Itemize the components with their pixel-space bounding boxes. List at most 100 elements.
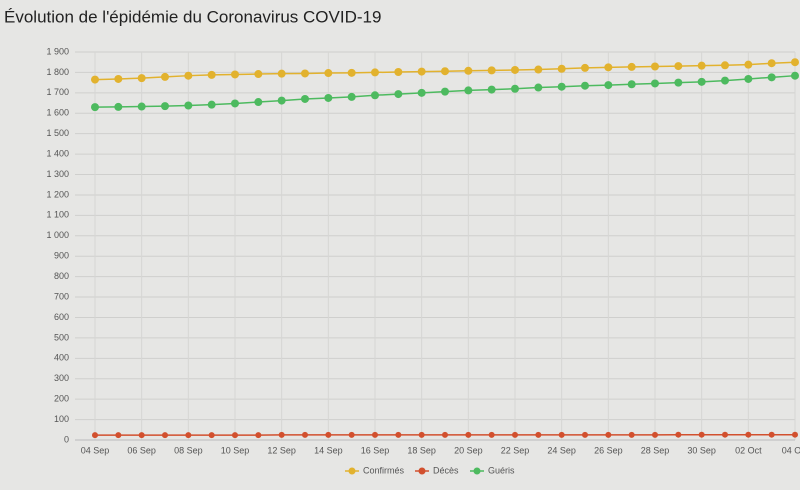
point xyxy=(254,98,263,107)
y-tick-label: 0 xyxy=(64,434,69,444)
point xyxy=(697,77,706,86)
point xyxy=(557,64,566,73)
point xyxy=(721,61,729,70)
point xyxy=(91,103,99,112)
y-tick-label: 1 600 xyxy=(46,108,69,118)
point xyxy=(371,68,379,77)
point xyxy=(557,82,566,91)
point xyxy=(441,67,449,76)
point xyxy=(558,431,565,438)
point xyxy=(581,63,589,72)
point xyxy=(114,74,123,83)
point xyxy=(534,83,543,92)
x-tick-label: 10 Sep xyxy=(221,445,250,455)
point xyxy=(651,79,659,88)
x-tick-label: 16 Sep xyxy=(361,445,390,455)
y-tick-label: 1 700 xyxy=(46,87,69,97)
point xyxy=(137,74,146,83)
x-tick-label: 08 Sep xyxy=(174,445,203,455)
point xyxy=(185,432,192,439)
point xyxy=(744,60,753,69)
x-tick-label: 04 Oct xyxy=(782,445,800,455)
point xyxy=(232,432,238,439)
point xyxy=(418,431,425,438)
point xyxy=(628,431,635,438)
point xyxy=(534,65,543,74)
point xyxy=(137,102,146,111)
point xyxy=(347,92,356,101)
point xyxy=(184,101,193,110)
point xyxy=(511,65,519,74)
point xyxy=(745,431,752,438)
y-tick-label: 500 xyxy=(54,332,69,342)
point xyxy=(324,69,333,78)
point xyxy=(768,431,775,438)
y-tick-label: 700 xyxy=(54,291,69,301)
y-tick-label: 100 xyxy=(54,414,69,424)
x-tick-label: 18 Sep xyxy=(407,445,436,455)
point xyxy=(464,86,473,95)
y-tick-label: 300 xyxy=(54,373,69,383)
point xyxy=(231,70,239,79)
point xyxy=(162,432,168,439)
point xyxy=(721,76,729,85)
point xyxy=(604,63,613,72)
point xyxy=(651,62,659,71)
y-tick-label: 400 xyxy=(54,353,69,363)
point xyxy=(91,75,99,84)
x-tick-label: 12 Sep xyxy=(267,445,296,455)
y-tick-label: 1 900 xyxy=(46,46,69,56)
point xyxy=(372,431,378,438)
point xyxy=(767,59,776,68)
legend-marker xyxy=(473,467,481,475)
legend-marker xyxy=(348,467,356,475)
point xyxy=(511,84,519,93)
point xyxy=(348,431,355,438)
point xyxy=(697,61,706,70)
point xyxy=(722,431,728,438)
legend-label: Guéris xyxy=(488,465,515,475)
point xyxy=(231,99,239,108)
y-tick-label: 600 xyxy=(54,312,69,322)
point xyxy=(487,66,496,75)
y-tick-label: 1 400 xyxy=(46,148,69,158)
point xyxy=(417,67,426,76)
point xyxy=(208,432,215,439)
x-tick-label: 24 Sep xyxy=(547,445,576,455)
point xyxy=(417,88,426,97)
x-tick-label: 30 Sep xyxy=(687,445,716,455)
x-tick-label: 04 Sep xyxy=(81,445,110,455)
point xyxy=(791,71,799,80)
y-tick-label: 900 xyxy=(54,251,69,261)
point xyxy=(604,81,613,90)
point xyxy=(792,431,798,438)
point xyxy=(255,432,262,439)
point xyxy=(767,73,776,82)
x-tick-label: 26 Sep xyxy=(594,445,623,455)
y-tick-label: 1 200 xyxy=(46,189,69,199)
point xyxy=(161,102,169,111)
point xyxy=(324,93,333,102)
point xyxy=(487,85,496,94)
point xyxy=(114,102,123,111)
point xyxy=(138,432,145,439)
point xyxy=(465,431,472,438)
point xyxy=(301,94,309,103)
point xyxy=(207,100,216,109)
point xyxy=(441,87,449,96)
point xyxy=(161,72,169,81)
point xyxy=(605,431,612,438)
point xyxy=(302,431,308,438)
x-tick-label: 06 Sep xyxy=(127,445,156,455)
y-tick-label: 200 xyxy=(54,394,69,404)
x-tick-label: 02 Oct xyxy=(735,445,762,455)
x-tick-label: 20 Sep xyxy=(454,445,483,455)
point xyxy=(652,431,658,438)
point xyxy=(488,431,495,438)
point xyxy=(744,74,753,83)
y-tick-label: 1 800 xyxy=(46,67,69,77)
y-tick-label: 1 300 xyxy=(46,169,69,179)
